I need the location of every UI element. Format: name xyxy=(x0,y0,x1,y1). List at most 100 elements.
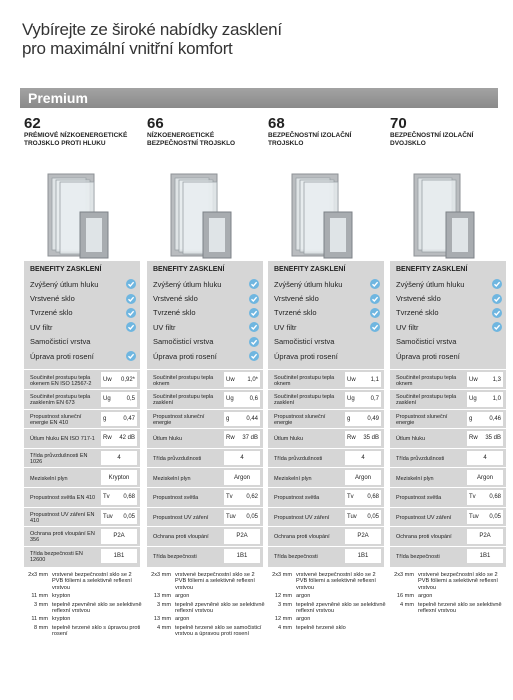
check-mark xyxy=(251,353,258,360)
spec-row: Propustnost sluneční energie g 0,46 xyxy=(390,408,506,429)
layer-description: vrstvené bezpečnostní sklo se 2 PVB fóli… xyxy=(296,572,376,591)
product-panel: BENEFITY ZASKLENÍ Zvýšený útlum hluku Vrst… xyxy=(390,261,506,567)
spec-row: Meziskelní plyn Argon xyxy=(268,467,384,487)
spec-label: Ochrana proti vloupání xyxy=(396,534,452,541)
spec-value-cell: Krypton xyxy=(101,470,137,485)
check-mark xyxy=(494,296,501,302)
spec-label: Meziskelní plyn xyxy=(396,475,434,482)
spec-table: Součinitel prostupu tepla okenem EN ISO … xyxy=(24,369,140,565)
check-bg xyxy=(126,293,136,304)
benefit-row: Samočisticí vrstva xyxy=(390,335,506,349)
spec-value-cell: Uw 1,3 xyxy=(467,372,503,387)
spec-row: Propustnost světla Tv 0,68 xyxy=(268,486,384,507)
product-panel: BENEFITY ZASKLENÍ Zvýšený útlum hluku Vrst… xyxy=(268,261,384,567)
spec-row: Ochrana proti vloupání P2A xyxy=(147,526,263,546)
spec-value: 0,05 xyxy=(246,513,258,520)
spec-value-cell: P2A xyxy=(224,529,260,544)
check-icon xyxy=(492,293,502,304)
product-name: NÍZKOENERGETICKÉ BEZPEČNOSTNÍ TROJSKLO xyxy=(147,132,236,147)
title: Vybírejte ze široké nabídky zasklení pro … xyxy=(22,20,282,58)
check-mark xyxy=(494,325,501,331)
spec-table: Součinitel prostupu tepla oknem Uw 1,0* Sou… xyxy=(147,369,263,565)
spec-label: Útlum hluku xyxy=(274,436,304,443)
spec-symbol: Tuv xyxy=(226,513,236,520)
check-mark xyxy=(251,296,258,302)
spec-value-cell: Tv 0,68 xyxy=(101,489,137,505)
title-line: Vybírejte ze široké nabídky zasklení xyxy=(22,20,282,39)
composition-item: 16 mm argon xyxy=(390,593,510,599)
banner-text: Premium xyxy=(28,90,88,106)
check-icon xyxy=(249,293,259,304)
benefit-row: UV filtr xyxy=(147,320,263,334)
spec-value: 35 dB xyxy=(363,435,379,442)
benefit-label: Tvrzené sklo xyxy=(274,308,317,318)
benefit-row: Úprava proti rosení xyxy=(268,349,384,363)
spec-label: Třída průvzdušnosti xyxy=(153,456,202,463)
spec-symbol: Tuv xyxy=(347,513,357,520)
spec-label: Propustnost UV záření xyxy=(153,514,209,521)
product-number: 66 xyxy=(147,115,164,132)
spec-row: Propustnost UV záření Tuv 0,05 xyxy=(147,506,263,527)
benefit-label: UV filtr xyxy=(153,322,176,332)
spec-symbol: Ug xyxy=(226,396,234,403)
spec-label: Třída bezpečnosti EN 12600 xyxy=(30,550,83,563)
layer-thickness: 12 mm xyxy=(274,593,292,600)
spec-row: Propustnost sluneční energie EN 410 g 0,47 xyxy=(24,408,140,429)
spec-value-cell: P2A xyxy=(345,529,381,544)
spec-label: Propustnost sluneční energie xyxy=(396,413,448,426)
spec-label: Propustnost světla xyxy=(396,495,442,502)
spec-label: Propustnost světla EN 410 xyxy=(30,495,96,502)
layer-thickness: 13 mm xyxy=(153,593,171,600)
spec-row: Třída bezpečnosti 1B1 xyxy=(390,545,506,566)
spec-row: Ochrana proti vloupání P2A xyxy=(268,526,384,546)
spec-label: Propustnost UV záření EN 410 xyxy=(30,511,95,524)
spec-value-cell: 1B1 xyxy=(345,548,381,564)
spec-row: Útlum hluku Rw 35 dB xyxy=(268,428,384,448)
benefit-label: Tvrzené sklo xyxy=(396,308,439,318)
spec-value-cell: Uw 1,1 xyxy=(345,372,381,387)
spec-label: Útlum hluku xyxy=(396,436,426,443)
check-mark xyxy=(494,310,501,316)
check-icon xyxy=(492,307,502,318)
benefit-label: UV filtr xyxy=(30,322,53,332)
check-bg xyxy=(370,279,380,290)
spec-value-cell: Argon xyxy=(467,470,503,485)
spec-value-cell: Tuv 0,05 xyxy=(224,509,260,525)
benefit-label: Samočisticí vrstva xyxy=(396,337,457,347)
check-bg xyxy=(126,351,136,362)
spec-value: 1,3 xyxy=(492,376,501,383)
benefit-row: Úprava proti rosení xyxy=(24,349,140,363)
spec-row: Třída průvzdušnosti 4 xyxy=(268,447,384,468)
check-bg xyxy=(492,279,502,290)
benefit-label: Vrstvené sklo xyxy=(30,294,75,304)
spec-value: Argon xyxy=(233,474,250,481)
spec-label: Propustnost sluneční energie xyxy=(274,413,326,426)
layer-thickness: 4 mm xyxy=(278,624,292,631)
spec-value: 1,1 xyxy=(370,376,379,383)
layer-thickness: 4 mm xyxy=(400,601,414,608)
check-mark xyxy=(372,281,379,288)
composition-item: 13 mm argon xyxy=(147,593,267,599)
spec-value-cell: Tv 0,68 xyxy=(467,489,503,505)
benefit-label: Zvýšený útlum hluku xyxy=(396,279,465,289)
check-bg xyxy=(249,307,259,318)
composition-list: 2x3 mm vrstvené bezpečnostní sklo se 2 PV… xyxy=(24,572,144,640)
product-name: BEZPEČNOSTNÍ IZOLAČNÍ DVOJSKLO xyxy=(390,132,474,147)
product-panel: BENEFITY ZASKLENÍ Zvýšený útlum hluku Vrst… xyxy=(24,261,140,567)
product-column: 62 PRÉMIOVÉ NÍZKOENERGETICKÉ TROJSKLO PRO… xyxy=(24,116,142,637)
product-panel: BENEFITY ZASKLENÍ Zvýšený útlum hluku Vrst… xyxy=(147,261,263,567)
layer-description: argon xyxy=(175,593,190,600)
spec-label: Ochrana proti vloupání EN 356 xyxy=(30,531,95,544)
spec-value-cell: g 0,46 xyxy=(467,411,503,427)
benefit-label: Samočisticí vrstva xyxy=(274,337,335,347)
layer-description: vrstvené bezpečnostní sklo se 2 PVB fóli… xyxy=(52,572,132,591)
check-mark xyxy=(128,281,135,288)
spec-row: Třída průvzdušnosti 4 xyxy=(147,447,263,468)
spec-value-cell: g 0,44 xyxy=(224,411,260,427)
benefits-title: BENEFITY ZASKLENÍ xyxy=(274,266,346,273)
spec-label: Propustnost UV záření xyxy=(274,514,330,521)
layer-thickness: 13 mm xyxy=(153,616,171,623)
composition-item: 3 mm tepelně zpevněné sklo se selektivně … xyxy=(24,602,144,615)
benefit-row: Zvýšený útlum hluku xyxy=(24,277,140,291)
spec-value-cell: Rw 42 dB xyxy=(101,431,137,446)
